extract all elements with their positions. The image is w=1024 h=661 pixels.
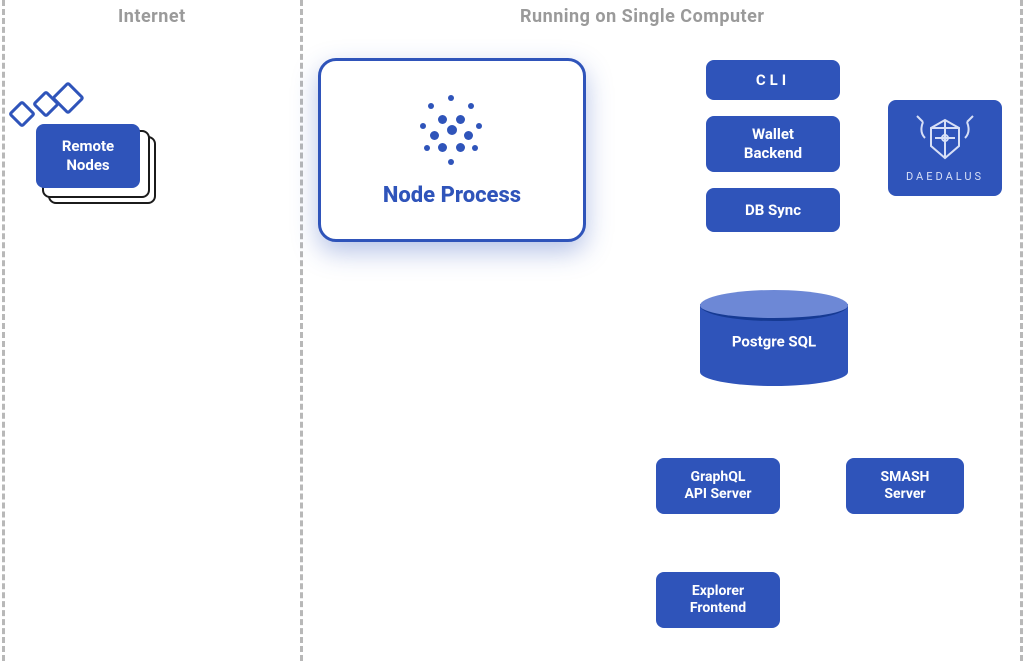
postgresql-label: Postgre SQL <box>700 333 848 351</box>
db-sync-box: DB Sync <box>706 188 840 232</box>
node-process-label: Node Process <box>383 183 521 208</box>
graphql-api-server-box: GraphQL API Server <box>656 458 780 514</box>
daedalus-box: DAEDALUS <box>888 100 1002 196</box>
wallet-backend-label: Wallet Backend <box>744 125 802 163</box>
node-process-card: Node Process <box>318 58 586 242</box>
smash-server-box: SMASH Server <box>846 458 964 514</box>
cardano-logo-icon <box>414 93 490 169</box>
daedalus-logo-icon <box>915 114 975 164</box>
cli-label: CLI <box>756 71 790 90</box>
smash-server-label: SMASH Server <box>881 469 930 504</box>
wallet-backend-box: Wallet Backend <box>706 116 840 172</box>
remote-nodes-label: Remote Nodes <box>62 137 114 175</box>
divider-left <box>2 0 5 661</box>
section-header-single-computer: Running on Single Computer <box>520 6 764 27</box>
daedalus-label: DAEDALUS <box>906 170 984 183</box>
db-sync-label: DB Sync <box>745 201 801 220</box>
graphql-api-server-label: GraphQL API Server <box>684 469 751 504</box>
divider-mid <box>300 0 303 661</box>
divider-right <box>1020 0 1023 661</box>
cli-box: CLI <box>706 60 840 100</box>
remote-nodes-box: Remote Nodes <box>36 124 140 188</box>
explorer-frontend-label: Explorer Frontend <box>690 583 746 618</box>
postgresql-cylinder: Postgre SQL <box>700 290 848 386</box>
hex-icon <box>51 81 85 115</box>
section-header-internet: Internet <box>118 6 186 27</box>
explorer-frontend-box: Explorer Frontend <box>656 572 780 628</box>
